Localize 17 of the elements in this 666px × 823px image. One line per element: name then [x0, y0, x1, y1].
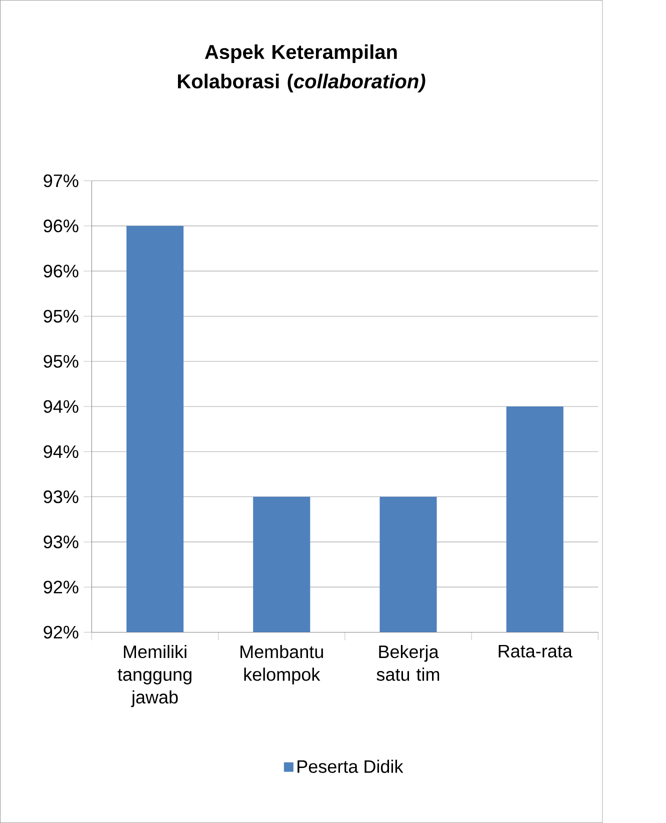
y-tick-label: 93%: [44, 490, 78, 504]
x-tick-label: Bekerja satu tim: [376, 644, 440, 681]
y-tick-label: 94%: [44, 400, 78, 413]
y-tick-label: 95%: [44, 310, 78, 323]
y-tick-label: 96%: [44, 220, 78, 232]
y-tick-label: 94%: [44, 445, 78, 458]
chart-title: Aspek Keterampilan Kolaborasi (collaboration): [178, 44, 426, 92]
y-tick-label: 96%: [44, 264, 78, 278]
x-tick-label: Rata-rata: [498, 644, 572, 658]
y-tick-label: 95%: [44, 354, 78, 368]
y-tick-label: 92%: [44, 626, 78, 639]
y-tick-label: 97%: [44, 174, 78, 188]
y-tick-label: 92%: [44, 580, 78, 594]
y-tick-label: 93%: [44, 536, 78, 548]
x-tick-label: Membantu kelompok: [240, 644, 323, 684]
x-tick-label: Memiliki tanggung jawab: [118, 644, 192, 708]
legend-label: Peserta Didik: [298, 760, 404, 773]
